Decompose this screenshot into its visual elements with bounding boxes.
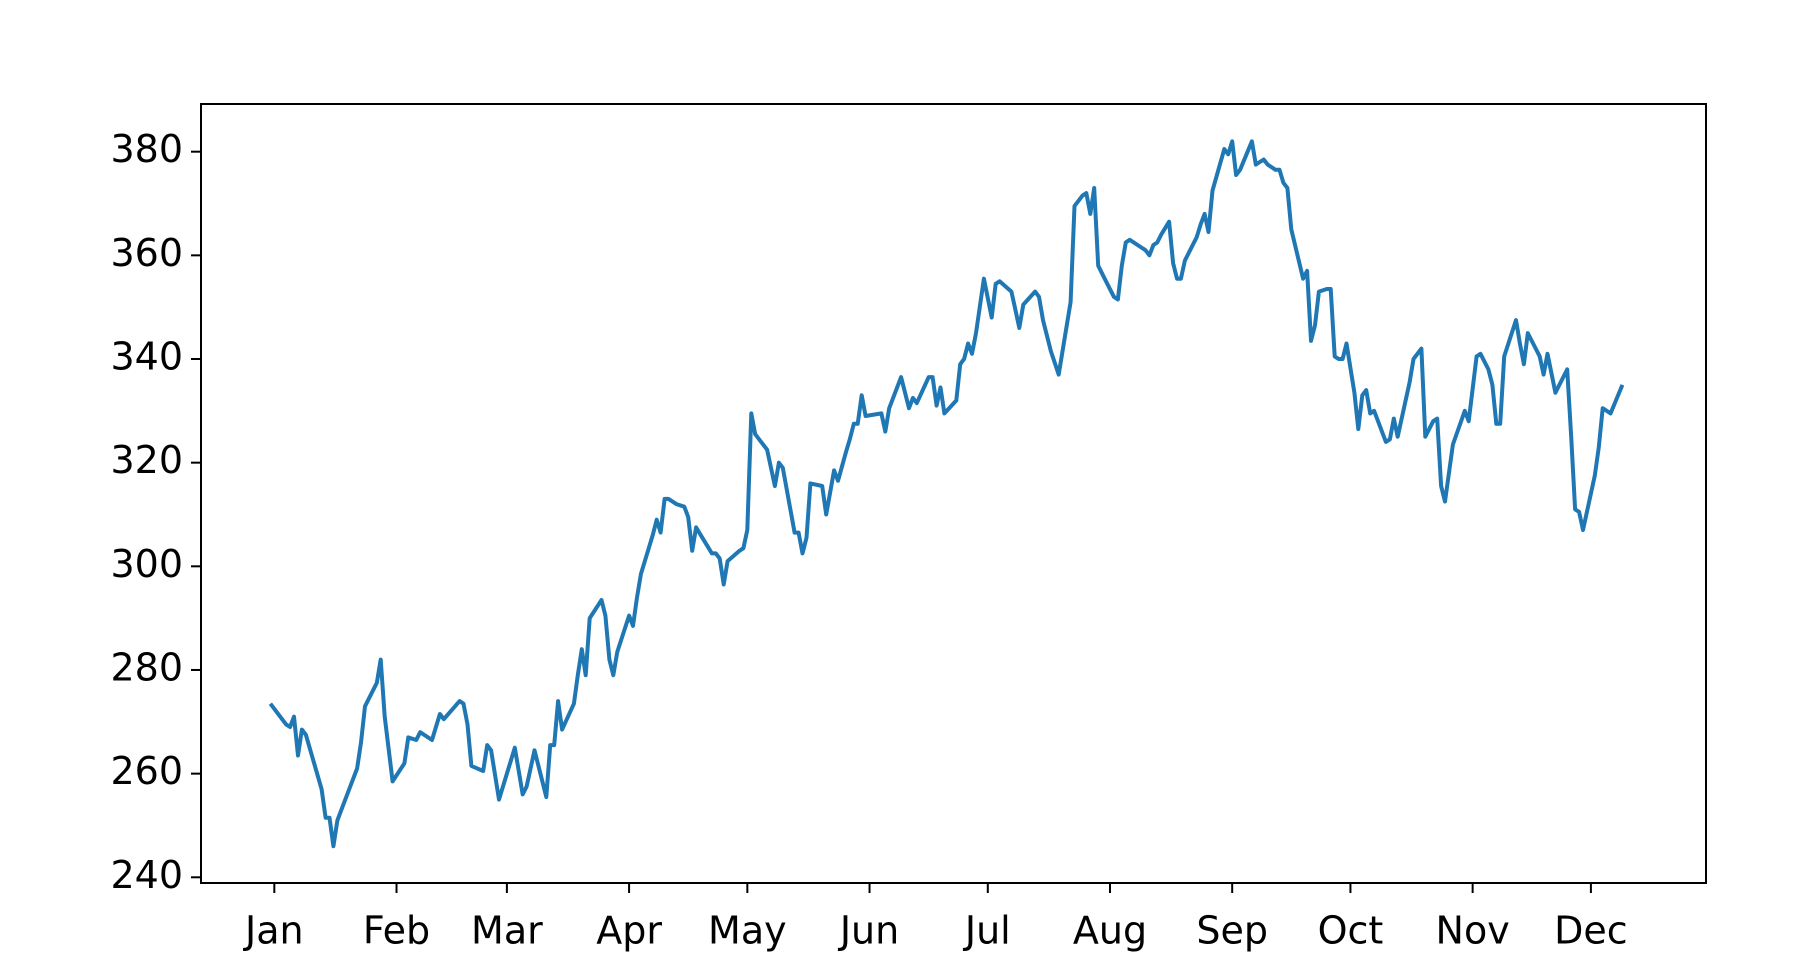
- x-tick-label: Feb: [363, 909, 430, 953]
- y-tick-label: 300: [110, 542, 183, 586]
- x-tick-label: Mar: [471, 909, 543, 953]
- x-tick-label: Jan: [243, 909, 304, 953]
- y-tick-label: 280: [110, 645, 183, 689]
- x-tick-label: Nov: [1436, 909, 1510, 953]
- x-tick-label: Oct: [1318, 909, 1384, 953]
- x-tick-label: Jul: [963, 909, 1011, 953]
- x-tick-label: Sep: [1196, 909, 1268, 953]
- x-tick-label: Jun: [838, 909, 899, 953]
- y-tick-label: 380: [110, 127, 183, 171]
- y-tick-label: 340: [110, 335, 183, 379]
- x-tick-label: May: [708, 909, 787, 953]
- y-tick-label: 240: [110, 853, 183, 897]
- plot-frame: [200, 103, 1707, 884]
- line: [268, 139, 1625, 849]
- y-tick-label: 260: [110, 749, 183, 793]
- x-tick-label: Aug: [1073, 909, 1147, 953]
- x-tick-label: Apr: [596, 909, 662, 953]
- x-tick-label: Dec: [1554, 909, 1628, 953]
- y-tick-label: 360: [110, 231, 183, 275]
- y-tick-label: 320: [110, 438, 183, 482]
